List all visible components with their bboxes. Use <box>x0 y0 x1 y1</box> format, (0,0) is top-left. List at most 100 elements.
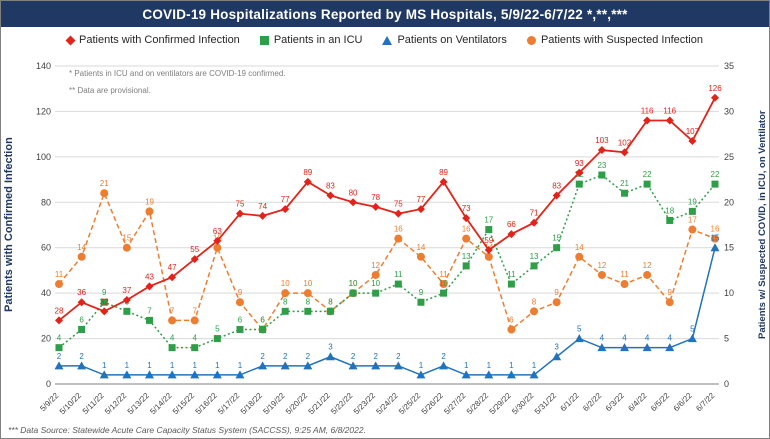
icu-point-marker <box>326 307 334 315</box>
suspected-point-marker <box>643 270 652 279</box>
confirmed-point-marker <box>462 214 471 223</box>
confirmed-point-marker <box>688 136 697 145</box>
suspected-data-label: 12 <box>643 261 652 270</box>
icu-point-marker <box>236 325 244 333</box>
left-axis-tick: 40 <box>41 288 51 298</box>
suspected-data-label: 15 <box>122 234 131 243</box>
chart-legend: Patients with Confirmed Infection Patien… <box>1 34 769 46</box>
icu-point-marker <box>711 180 719 188</box>
confirmed-point-marker <box>145 282 154 291</box>
suspected-data-label: 8 <box>532 297 537 306</box>
icu-point-marker <box>598 171 606 179</box>
suspected-data-label: 10 <box>281 279 290 288</box>
icu-point-marker <box>394 280 402 288</box>
ventilators-data-label: 5 <box>690 325 695 334</box>
icu-point-marker <box>55 344 63 352</box>
ventilators-data-label: 2 <box>373 352 378 361</box>
icu-point-marker <box>281 307 289 315</box>
confirmed-point-marker <box>349 198 358 207</box>
left-axis-tick: 140 <box>36 61 51 71</box>
confirmed-data-label: 28 <box>55 306 64 315</box>
suspected-data-label: 7 <box>170 306 175 315</box>
icu-point-marker <box>575 180 583 188</box>
x-axis-tick: 5/30/22 <box>510 391 536 417</box>
confirmed-data-label: 43 <box>145 272 154 281</box>
x-axis-tick: 5/18/22 <box>239 391 265 417</box>
legend-item-icu: Patients in an ICU <box>259 34 362 46</box>
ventilators-data-label: 5 <box>577 325 582 334</box>
suspected-data-label: 10 <box>303 279 312 288</box>
icu-point-marker <box>168 344 176 352</box>
suspected-data-label: 12 <box>597 261 606 270</box>
confirmed-point-marker <box>552 191 561 200</box>
ventilators-point-marker <box>348 361 358 370</box>
icu-point-marker <box>666 216 674 224</box>
ventilators-point-marker <box>303 361 313 370</box>
confirmed-data-label: 71 <box>530 209 539 218</box>
suspected-point-marker <box>394 234 403 243</box>
suspected-data-label: 14 <box>77 243 86 252</box>
x-axis-tick: 6/3/22 <box>604 391 626 413</box>
series-icu-line <box>58 174 716 349</box>
ventilators-data-label: 4 <box>600 334 605 343</box>
ventilators-data-label: 2 <box>283 352 288 361</box>
footnote-provisional: ** Data are provisional. <box>69 86 151 95</box>
left-axis-tick: 20 <box>41 334 51 344</box>
legend-item-suspected: Patients with Suspected Infection <box>526 34 703 46</box>
legend-label-suspected: Patients with Suspected Infection <box>540 34 703 46</box>
chart-region: 0 20 40 60 80 100 120 140 0 5 10 15 20 25 30 35 5/9/22 5/… <box>1 27 769 438</box>
x-axis-tick: 5/29/22 <box>488 391 514 417</box>
suspected-data-label: 9 <box>554 288 559 297</box>
icu-data-label: 13 <box>462 252 471 261</box>
confirmed-data-label: 36 <box>77 288 86 297</box>
legend-label-confirmed: Patients with Confirmed Infection <box>79 34 240 46</box>
ventilators-data-label: 2 <box>396 352 401 361</box>
confirmed-point-marker <box>416 205 425 214</box>
x-axis-tick: 5/19/22 <box>261 391 287 417</box>
confirmed-point-marker <box>643 116 652 125</box>
icu-data-label: 5 <box>215 325 220 334</box>
right-axis-title: Patients w/ Suspected COVID, in ICU, on … <box>757 110 768 340</box>
ventilators-data-label: 1 <box>509 361 514 370</box>
icu-data-label: 10 <box>439 279 448 288</box>
ventilators-point-marker <box>552 352 562 361</box>
confirmed-data-label: 89 <box>439 168 448 177</box>
circle-marker-icon <box>526 35 536 45</box>
ventilators-data-label: 1 <box>532 361 537 370</box>
confirmed-data-label: 89 <box>303 168 312 177</box>
suspected-point-marker <box>597 270 606 279</box>
icu-point-marker <box>100 298 108 306</box>
suspected-data-label: 10 <box>349 279 358 288</box>
icu-point-marker <box>553 244 561 252</box>
confirmed-point-marker <box>711 93 719 102</box>
ventilators-data-label: 1 <box>170 361 175 370</box>
icu-point-marker <box>507 280 515 288</box>
icu-point-marker <box>643 180 651 188</box>
left-axis-tick: 100 <box>36 152 51 162</box>
icu-data-label: 17 <box>484 216 493 225</box>
icu-point-marker <box>688 207 696 215</box>
right-axis-tick: 5 <box>724 334 729 344</box>
icu-data-label: 8 <box>283 297 288 306</box>
diamond-marker-icon <box>65 35 76 45</box>
confirmed-data-label: 37 <box>122 286 131 295</box>
ventilators-data-label: 1 <box>238 361 243 370</box>
ventilators-point-marker <box>99 370 109 379</box>
ventilators-point-marker <box>325 352 335 361</box>
confirmed-point-marker <box>575 168 584 177</box>
confirmed-point-marker <box>258 211 267 220</box>
confirmed-point-marker <box>507 230 516 239</box>
series-confirmed-line <box>58 97 716 322</box>
x-axis-tick: 5/21/22 <box>307 391 333 417</box>
suspected-data-label: 7 <box>192 306 197 315</box>
right-axis-tick: 35 <box>724 61 734 71</box>
confirmed-data-label: 80 <box>349 188 358 197</box>
icu-data-label: 8 <box>306 297 311 306</box>
icu-data-label: 6 <box>260 315 265 324</box>
confirmed-data-label: 75 <box>236 200 245 209</box>
suspected-data-label: 6 <box>509 315 514 324</box>
ventilators-data-label: 3 <box>554 343 559 352</box>
confirmed-data-label: 32 <box>100 297 109 306</box>
confirmed-point-marker <box>597 146 606 155</box>
ventilators-data-label: 2 <box>441 352 446 361</box>
